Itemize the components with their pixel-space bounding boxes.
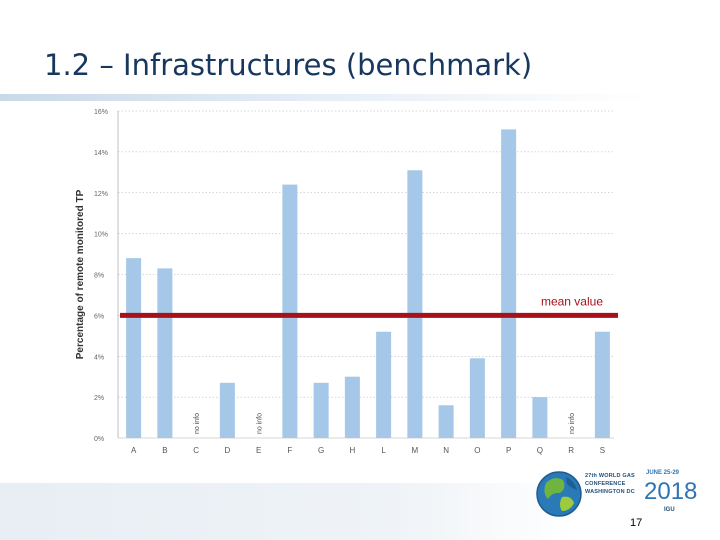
y-tick-label: 8% — [94, 273, 104, 280]
x-tick-label-O: O — [474, 446, 480, 455]
y-tick-label: 2% — [94, 395, 104, 402]
bar-H — [344, 376, 360, 438]
mean-value-label: mean value — [541, 294, 603, 308]
igu-logo-text: IGU — [664, 507, 675, 513]
no-info-label-R: no info — [569, 413, 576, 434]
bars — [126, 129, 610, 439]
x-tick-label-L: L — [381, 446, 386, 455]
y-tick-label: 16% — [94, 109, 108, 116]
x-tick-label-D: D — [224, 446, 230, 455]
no-info-label-E: no info — [257, 413, 264, 434]
x-tick-label-H: H — [349, 446, 355, 455]
x-tick-label-S: S — [600, 446, 605, 455]
bar-O — [469, 358, 485, 438]
x-tick-label-Q: Q — [537, 446, 543, 455]
slide-title: 1.2 – Infrastructures (benchmark) — [44, 48, 533, 82]
bar-F — [282, 184, 298, 438]
conference-logo: 27th WORLD GAS CONFERENCE WASHINGTON DC … — [536, 467, 716, 525]
y-tick-label: 14% — [94, 150, 108, 157]
x-tick-label-R: R — [568, 446, 574, 455]
bar-M — [407, 170, 423, 439]
x-tick-label-A: A — [131, 446, 137, 455]
grid-lines — [117, 110, 614, 439]
bar-L — [376, 331, 392, 438]
y-axis-label: Percentage of remote monitored TP — [75, 189, 86, 359]
x-tick-label-F: F — [287, 446, 292, 455]
conference-dates: JUNE 25-29 — [646, 470, 680, 476]
no-info-labels: no info no info no info — [194, 413, 576, 434]
bar-N — [438, 405, 454, 438]
bar-B — [157, 268, 173, 438]
bar-A — [126, 258, 142, 438]
footer-band — [0, 483, 720, 540]
y-tick-label: 12% — [94, 191, 108, 198]
no-info-label-C: no info — [194, 413, 201, 434]
x-tick-label-B: B — [162, 446, 167, 455]
page-number: 17 — [630, 517, 643, 529]
conference-line-1: 27th WORLD GAS — [585, 473, 635, 479]
title-rule — [0, 94, 720, 101]
bar-Q — [532, 397, 548, 438]
bar-P — [501, 129, 517, 439]
y-tick-label: 4% — [94, 354, 104, 361]
bar-S — [594, 331, 610, 438]
x-tick-label-E: E — [256, 446, 261, 455]
x-tick-label-M: M — [412, 446, 419, 455]
y-tick-label: 0% — [94, 436, 104, 443]
conference-year: 2018 — [644, 478, 698, 505]
x-tick-label-P: P — [506, 446, 511, 455]
bar-G — [313, 382, 329, 438]
y-tick-label: 10% — [94, 232, 108, 239]
bar-D — [219, 382, 235, 438]
x-tick-label-G: G — [318, 446, 324, 455]
conference-line-3: WASHINGTON DC — [585, 489, 635, 495]
x-tick-label-N: N — [443, 446, 449, 455]
conference-line-2: CONFERENCE — [585, 481, 626, 487]
x-tick-label-C: C — [193, 446, 199, 455]
globe-icon — [536, 471, 582, 517]
y-tick-label: 6% — [94, 313, 104, 320]
y-tick-labels: 0% 2% 4% 6% 8% 10% 12% 14% 16% — [94, 109, 108, 443]
